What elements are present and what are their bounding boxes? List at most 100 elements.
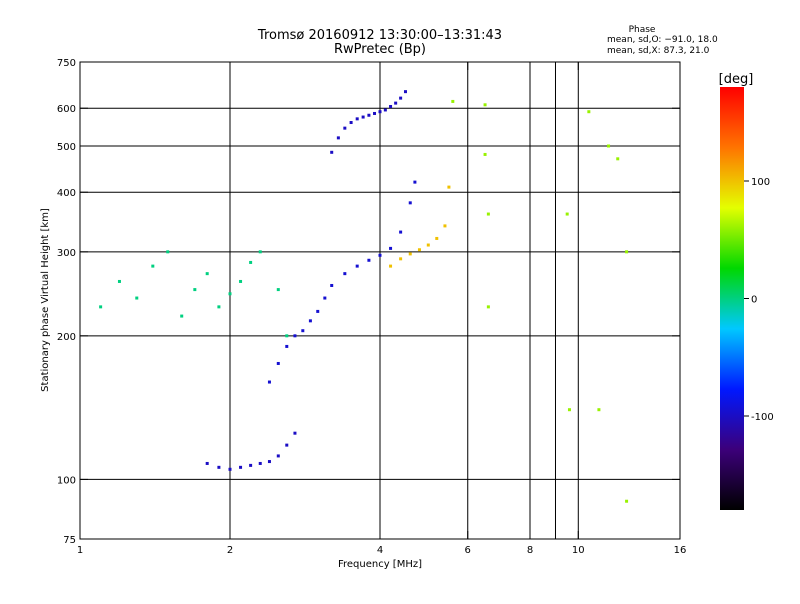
data-point xyxy=(343,272,347,276)
data-point xyxy=(330,150,334,154)
data-point xyxy=(285,334,289,338)
y-axis-ticks: 75 100 200 300 400 500 600 750 xyxy=(57,58,680,546)
data-point xyxy=(316,309,320,313)
data-point xyxy=(217,305,221,309)
phase-info-title: Phase xyxy=(629,25,656,35)
data-point xyxy=(417,248,421,252)
y-tick-label: 500 xyxy=(57,142,76,153)
colorbar xyxy=(720,87,744,510)
x-tick-label: 10 xyxy=(572,545,585,556)
data-point xyxy=(408,201,412,205)
colorbar-label: [deg] xyxy=(719,72,754,87)
colorbar-ticks: 100 0 -100 xyxy=(744,177,774,423)
y-tick-label: 75 xyxy=(63,535,76,546)
data-point xyxy=(258,461,262,465)
data-point xyxy=(403,90,407,94)
data-point xyxy=(567,408,571,412)
data-point xyxy=(308,319,312,323)
data-point xyxy=(217,465,221,469)
data-point xyxy=(151,264,155,268)
data-point xyxy=(276,361,280,365)
data-point xyxy=(135,296,139,300)
colorbar-tick-label: -100 xyxy=(751,412,774,423)
y-tick-label: 100 xyxy=(57,475,76,486)
data-point xyxy=(408,252,412,256)
data-point xyxy=(239,465,243,469)
data-point xyxy=(343,126,347,130)
colorbar-tick-label: 100 xyxy=(751,177,770,188)
data-point xyxy=(378,253,382,257)
data-point xyxy=(258,250,262,254)
data-point xyxy=(117,279,121,283)
x-tick-label: 6 xyxy=(465,545,471,556)
data-point xyxy=(625,250,629,254)
x-tick-label: 4 xyxy=(377,545,383,556)
data-point xyxy=(330,283,334,287)
data-point xyxy=(228,467,232,471)
data-point xyxy=(99,305,103,309)
data-point xyxy=(447,185,451,189)
phase-info-line1: mean, sd,O: −91.0, 18.0 xyxy=(607,35,718,45)
data-point xyxy=(426,243,430,247)
data-point xyxy=(451,99,455,103)
data-points xyxy=(99,90,629,503)
x-tick-label: 16 xyxy=(674,545,687,556)
data-point xyxy=(597,408,601,412)
data-point xyxy=(587,110,591,114)
data-point xyxy=(443,224,447,228)
data-point xyxy=(267,380,271,384)
data-point xyxy=(399,230,403,234)
phase-info-line2: mean, sd,X: 87.3, 21.0 xyxy=(607,46,710,56)
data-point xyxy=(285,344,289,348)
data-point xyxy=(349,121,353,125)
y-tick-label: 300 xyxy=(57,248,76,259)
data-point xyxy=(336,136,340,140)
data-point xyxy=(394,101,398,105)
data-point xyxy=(435,236,439,240)
data-point xyxy=(399,257,403,261)
data-point xyxy=(301,329,305,333)
y-tick-label: 750 xyxy=(57,58,76,69)
data-point xyxy=(361,115,365,119)
data-point xyxy=(355,264,359,268)
data-point xyxy=(486,305,490,309)
data-point xyxy=(166,250,170,254)
data-point xyxy=(355,117,359,121)
data-point xyxy=(276,288,280,292)
x-axis-label: Frequency [MHz] xyxy=(338,559,422,570)
chart-title: Tromsø 20160912 13:30:00–13:31:43 xyxy=(257,28,502,43)
data-point xyxy=(607,144,611,148)
x-tick-label: 1 xyxy=(77,545,83,556)
data-point xyxy=(293,334,297,338)
data-point xyxy=(180,314,184,318)
data-point xyxy=(565,212,569,216)
x-tick-label: 2 xyxy=(227,545,233,556)
data-point xyxy=(483,103,487,107)
data-point xyxy=(413,180,417,184)
grid-lines xyxy=(80,62,680,539)
data-point xyxy=(249,463,253,467)
y-axis-label: Stationary phase Virtual Height [km] xyxy=(40,208,51,392)
data-point xyxy=(285,443,289,447)
data-point xyxy=(193,288,197,292)
x-tick-label: 8 xyxy=(527,545,533,556)
data-point xyxy=(267,460,271,464)
data-point xyxy=(249,260,253,264)
data-point xyxy=(378,110,382,114)
data-point xyxy=(205,272,209,276)
data-point xyxy=(483,152,487,156)
data-point xyxy=(486,212,490,216)
y-tick-label: 200 xyxy=(57,332,76,343)
y-tick-label: 400 xyxy=(57,188,76,199)
data-point xyxy=(276,454,280,458)
x-axis-ticks: 1 2 4 6 8 10 16 xyxy=(77,62,687,556)
y-tick-label: 600 xyxy=(57,104,76,115)
data-point xyxy=(389,246,393,250)
data-point xyxy=(616,157,620,161)
data-point xyxy=(239,279,243,283)
data-point xyxy=(389,264,393,268)
data-point xyxy=(373,111,377,115)
data-point xyxy=(367,113,371,117)
